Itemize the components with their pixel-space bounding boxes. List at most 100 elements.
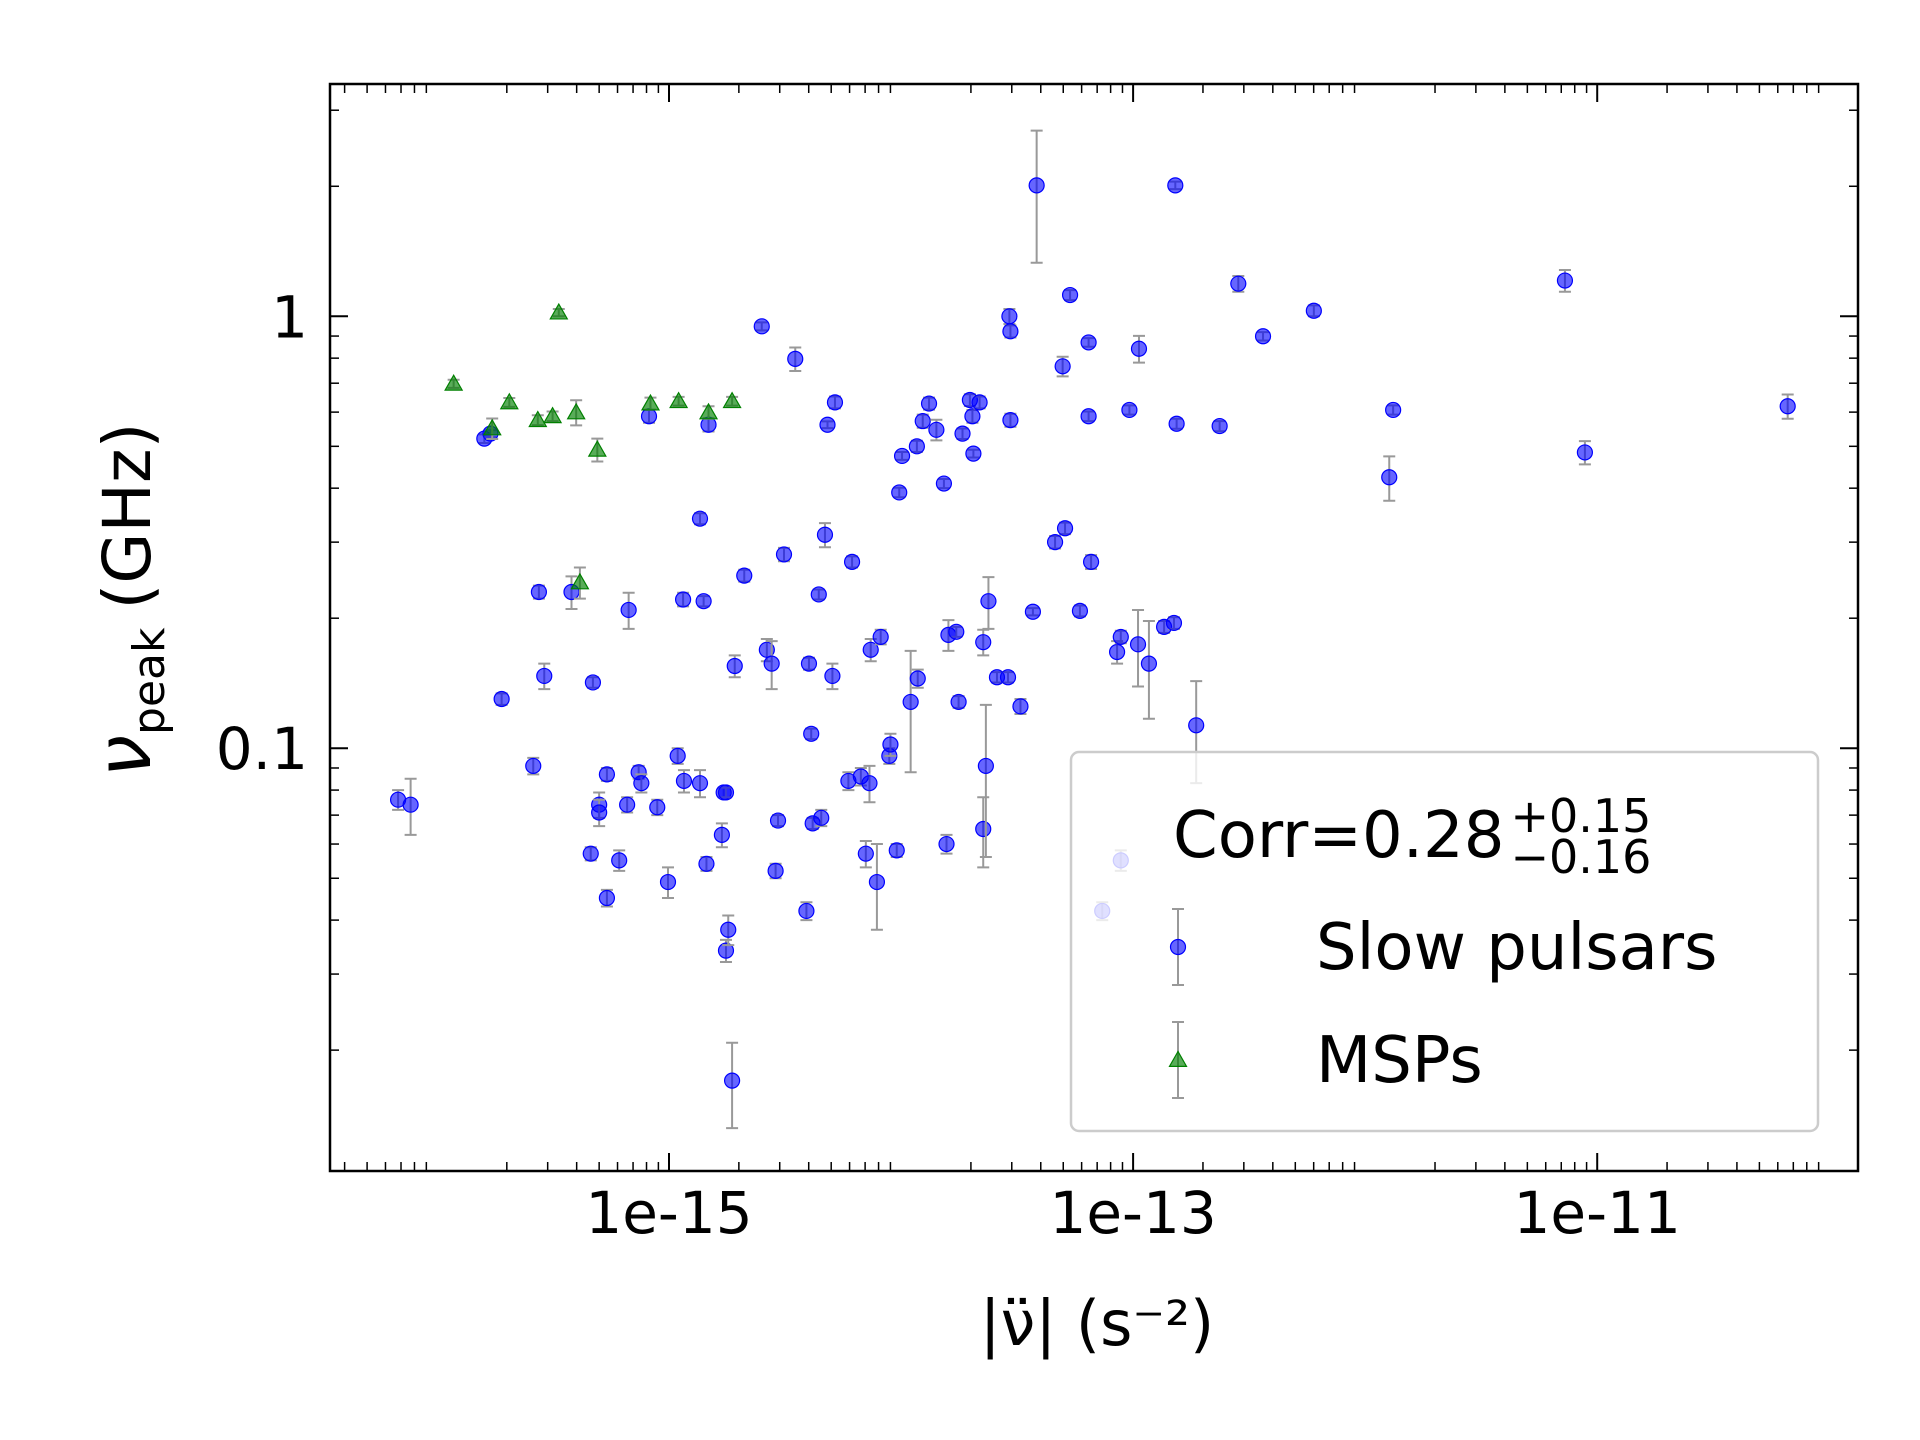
data-point: [908, 438, 925, 455]
data-point: [695, 593, 712, 610]
data-point: [1108, 643, 1126, 661]
data-point: [965, 445, 982, 462]
data-point: [950, 693, 967, 711]
data-point: [753, 318, 770, 335]
data-point: [1779, 398, 1796, 415]
data-point: [1167, 177, 1184, 194]
data-point: [843, 553, 861, 571]
data-point: [1140, 655, 1158, 672]
data-point: [691, 775, 709, 792]
data-point: [857, 845, 874, 862]
data-point: [1061, 286, 1079, 304]
y-label-subscript: peak: [124, 627, 175, 735]
data-point: [633, 775, 650, 792]
data-point: [1056, 520, 1074, 537]
legend-title: Corr=0.28: [1173, 799, 1504, 873]
data-point: [868, 873, 886, 891]
data-point: [1071, 602, 1089, 619]
data-point: [698, 855, 715, 872]
data-point: [674, 591, 692, 608]
y-tick-label: 1: [271, 283, 308, 351]
data-point: [713, 826, 730, 843]
data-point: [975, 634, 992, 651]
data-point: [800, 655, 818, 672]
data-point: [620, 601, 637, 619]
data-point: [566, 402, 586, 420]
data-point: [902, 693, 919, 711]
data-point: [1230, 275, 1247, 292]
y-label-symbol: ν: [79, 735, 168, 777]
data-point: [971, 394, 988, 411]
data-point: [1028, 177, 1045, 194]
legend-marker: [1168, 1050, 1188, 1067]
data-point: [920, 395, 938, 412]
data-point: [444, 374, 464, 391]
data-point: [891, 484, 908, 501]
plot-area: [389, 129, 1796, 1130]
data-point: [1576, 444, 1593, 461]
data-point: [717, 942, 735, 959]
data-point: [872, 628, 889, 646]
data-point: [723, 1072, 741, 1089]
data-point: [698, 402, 719, 420]
data-point: [720, 921, 737, 938]
data-point: [1024, 603, 1042, 620]
data-point: [769, 812, 787, 829]
data-point: [530, 583, 548, 601]
data-point: [787, 350, 804, 367]
data-point: [1112, 628, 1129, 646]
y-tick-label: 0.1: [216, 715, 308, 783]
data-point: [543, 406, 563, 424]
data-point: [1080, 408, 1097, 425]
data-point: [669, 747, 686, 764]
data-point: [640, 408, 658, 425]
data-point: [736, 567, 753, 584]
data-point: [1165, 614, 1183, 632]
y-label-unit: (GHz): [89, 423, 166, 610]
data-point: [977, 757, 994, 775]
data-point: [819, 416, 836, 433]
data-point: [824, 667, 841, 685]
data-point: [726, 657, 743, 675]
data-point: [1381, 469, 1398, 486]
data-point: [893, 447, 911, 465]
data-point: [1168, 415, 1185, 432]
data-point: [1254, 328, 1272, 345]
data-point: [767, 862, 784, 879]
data-point: [888, 842, 905, 859]
data-point: [536, 667, 553, 685]
x-tick-label: 1e-15: [585, 1179, 752, 1247]
data-point: [1054, 358, 1071, 375]
data-point: [909, 670, 926, 687]
data-point: [402, 796, 419, 813]
data-point: [570, 572, 590, 590]
data-point: [591, 804, 608, 821]
data-point: [798, 902, 815, 920]
data-point: [549, 302, 569, 320]
data-point: [649, 799, 666, 816]
data-point: [1305, 302, 1322, 319]
data-point: [525, 757, 542, 775]
data-point: [722, 391, 742, 409]
data-point: [935, 475, 953, 492]
legend-title-upper: +0.15: [1510, 789, 1651, 843]
data-point: [816, 526, 834, 543]
data-point: [584, 674, 602, 691]
legend-marker: [1169, 938, 1187, 956]
data-point: [1121, 401, 1138, 419]
data-point: [691, 510, 709, 527]
data-point: [964, 408, 981, 425]
data-point: [1080, 334, 1097, 351]
legend-label: Slow pulsars: [1316, 911, 1717, 985]
data-point: [763, 655, 780, 672]
data-point: [948, 623, 965, 640]
data-point: [1082, 553, 1100, 571]
data-point: [717, 784, 735, 801]
data-point: [826, 394, 844, 411]
data-point: [954, 425, 971, 442]
data-point: [1130, 340, 1148, 357]
data-point: [810, 586, 827, 603]
axes-frame: [328, 82, 1860, 1173]
